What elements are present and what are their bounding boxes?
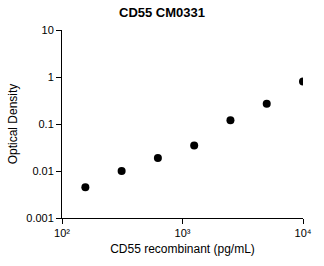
svg-text:CD55 recombinant (pg/mL): CD55 recombinant (pg/mL) bbox=[110, 242, 255, 256]
svg-text:10²: 10² bbox=[54, 227, 70, 239]
svg-text:1: 1 bbox=[48, 71, 54, 83]
svg-text:10⁴: 10⁴ bbox=[295, 227, 312, 239]
svg-text:10³: 10³ bbox=[175, 227, 191, 239]
svg-text:0.01: 0.01 bbox=[32, 165, 53, 177]
svg-text:0.001: 0.001 bbox=[26, 212, 54, 224]
svg-text:CD55 CM0331: CD55 CM0331 bbox=[119, 5, 205, 20]
svg-text:10: 10 bbox=[42, 24, 54, 36]
svg-text:0.1: 0.1 bbox=[39, 118, 54, 130]
svg-text:Optical Density: Optical Density bbox=[6, 84, 20, 165]
